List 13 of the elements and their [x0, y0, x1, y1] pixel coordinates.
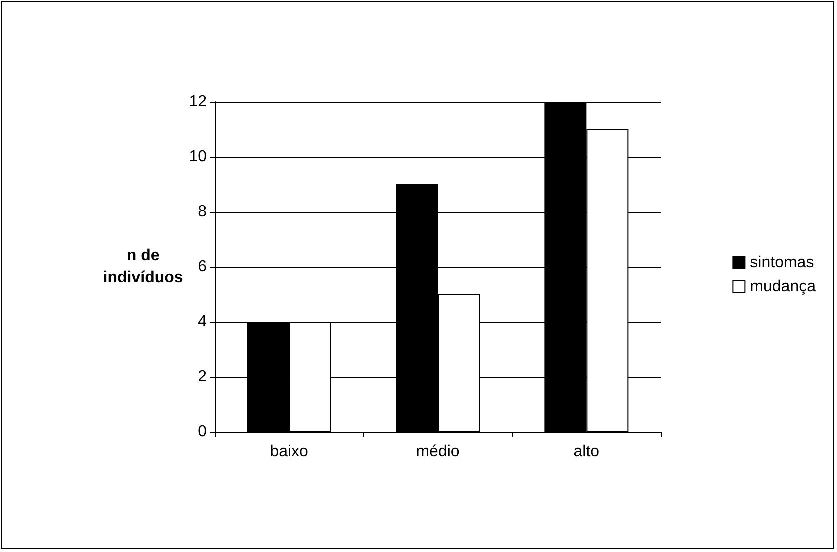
y-tick-label: 6	[198, 258, 208, 276]
y-tick-label: 12	[189, 94, 208, 110]
legend-label: mudança	[750, 278, 816, 296]
x-tick-label: alto	[574, 444, 600, 460]
y-tick-label: 2	[198, 368, 208, 386]
y-tick-label: 0	[198, 424, 208, 440]
y-tick-label: 10	[189, 148, 208, 166]
legend-label: sintomas	[750, 254, 814, 272]
x-tick-label: médio	[416, 444, 460, 460]
y-tick-label: 8	[198, 204, 208, 220]
x-tick-label: baixo	[270, 444, 309, 460]
y-axis-title: n de indivíduos	[103, 248, 184, 286]
y-tick-label: 4	[198, 314, 208, 330]
